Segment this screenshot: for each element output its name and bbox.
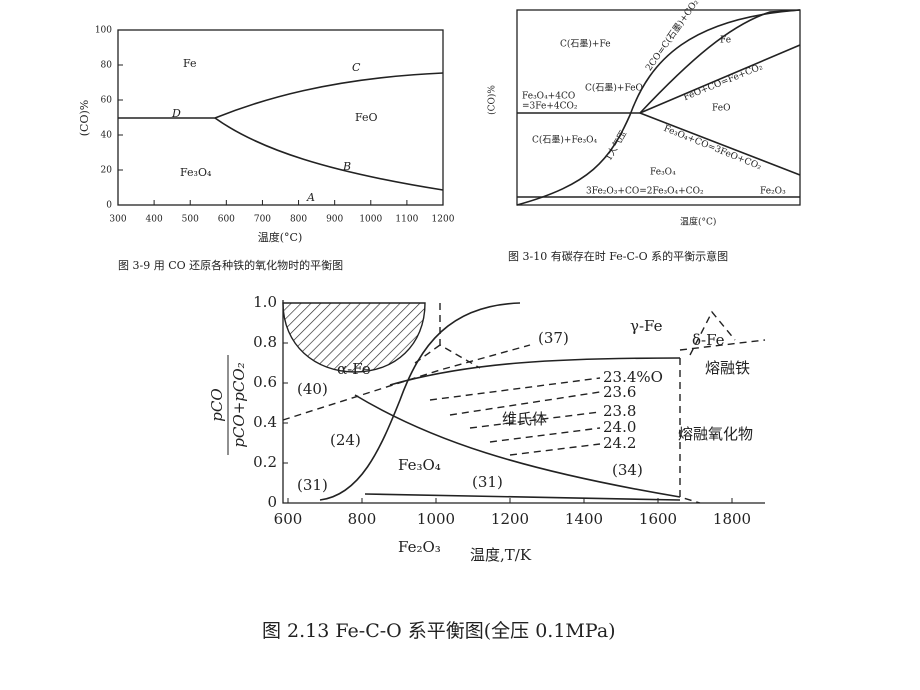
curve-label: 23.4%O xyxy=(603,368,663,386)
curve xyxy=(516,9,801,206)
curve-label: (34) xyxy=(612,461,643,479)
region-label: δ-Fe xyxy=(692,331,725,349)
curve-label: (31) xyxy=(297,476,328,494)
dashed-curve xyxy=(429,377,601,456)
axes-box xyxy=(516,9,801,206)
curve-label: A xyxy=(306,191,315,204)
figure-3: α-Fe γ-Fe δ-Fe 熔融铁 熔融氧化物 维氏体 Fe₃O₄ Fe₂O₃… xyxy=(208,300,766,642)
y-tick-label: 80 xyxy=(101,61,113,71)
y-axis-label: (CO)% xyxy=(78,100,91,136)
curve-label: (40) xyxy=(297,380,328,398)
curve xyxy=(118,72,444,119)
curve-label: (24) xyxy=(330,431,361,449)
dashed-curve xyxy=(414,303,481,369)
y-tick-label: 60 xyxy=(101,96,113,106)
figure-2: C(石墨)+Fe 2CO=C(石墨)+CO₂ Fe C(石墨)+FeO Fe₃O… xyxy=(487,0,801,263)
curve xyxy=(319,302,521,501)
curve xyxy=(364,493,681,501)
y-tick-label: 0.6 xyxy=(253,373,277,391)
y-tick-label: 1.0 xyxy=(253,293,277,311)
curve-label: B xyxy=(342,160,351,173)
y-tick-label: 0.8 xyxy=(253,333,277,351)
curve-label: (31) xyxy=(472,473,503,491)
figure-1: Fe FeO Fe₃O₄ C D B A (CO)% 温度(°C) 图 3-9 … xyxy=(78,29,444,272)
y-axis-label: (CO)% xyxy=(487,85,498,115)
alpha-fe-region xyxy=(282,302,426,373)
y-tick-label: 0 xyxy=(106,201,112,211)
curve-label: 2CO=C(石墨)+CO₂ xyxy=(643,0,701,73)
curve xyxy=(639,44,801,114)
region-label: Fe xyxy=(183,57,197,70)
region-label: Fe₂O₃ xyxy=(760,187,786,197)
curve-label: =3Fe+4CO₂ xyxy=(522,102,578,112)
curve-label: Fe₃O₄+4CO xyxy=(522,92,575,102)
dashed-curve xyxy=(679,310,766,356)
y-tick-label: 40 xyxy=(101,131,113,141)
y-tick-label: 0.2 xyxy=(253,453,277,471)
x-tick-label: 1600 xyxy=(639,510,677,528)
curve-label: 3Fe₂O₃+CO=2Fe₃O₄+CO₂ xyxy=(586,187,704,197)
x-axis-label: 温度(°C) xyxy=(258,230,303,244)
region-label: 熔融铁 xyxy=(705,359,750,377)
region-label: 熔融氧化物 xyxy=(678,425,753,443)
curve-label: D xyxy=(171,107,181,120)
region-label: FeO xyxy=(712,104,730,114)
curve-label: 23.8 xyxy=(603,402,636,420)
x-tick-label: 900 xyxy=(326,215,343,225)
caption: 图 2.13 Fe-C-O 系平衡图(全压 0.1MPa) xyxy=(262,620,616,642)
curve xyxy=(639,112,801,176)
y-axis-numerator: pCO xyxy=(208,388,226,421)
region-label: γ-Fe xyxy=(630,317,663,335)
dashed-curve xyxy=(679,358,701,504)
y-tick-label: 100 xyxy=(95,26,112,36)
x-tick-label: 1000 xyxy=(359,215,382,225)
curve-label: FeO+CO=Fe+CO₂ xyxy=(682,62,764,103)
y-axis-denominator: pCO+pCO₂ xyxy=(230,362,248,447)
curve-label: 24.2 xyxy=(603,434,636,452)
x-tick-label: 800 xyxy=(348,510,377,528)
curve-label: 1大气压 xyxy=(602,128,629,162)
curve-label: Fe₃O₄+CO=3FeO+CO₂ xyxy=(662,124,763,173)
region-label: α-Fe xyxy=(337,360,371,378)
caption: 图 3-10 有碳存在时 Fe-C-O 系的平衡示意图 xyxy=(508,249,728,263)
curve-label: 24.0 xyxy=(603,418,636,436)
region-label: Fe₃O₄ xyxy=(180,166,212,179)
region-label: C(石墨)+FeO xyxy=(585,83,643,94)
y-tick-label: 0.4 xyxy=(253,413,277,431)
y-tick-label: 0 xyxy=(267,493,277,511)
region-label: C(石墨)+Fe₃O₄ xyxy=(532,135,598,146)
caption: 图 3-9 用 CO 还原各种铁的氧化物时的平衡图 xyxy=(118,258,343,272)
x-tick-label: 1100 xyxy=(395,215,418,225)
x-tick-label: 1800 xyxy=(713,510,751,528)
y-tick-label: 20 xyxy=(101,166,113,176)
x-tick-label: 1400 xyxy=(565,510,603,528)
curve xyxy=(354,394,681,498)
dashed-curve xyxy=(282,344,531,421)
x-tick-label: 600 xyxy=(274,510,303,528)
x-tick-label: 800 xyxy=(290,215,307,225)
x-tick-label: 1200 xyxy=(432,215,455,225)
x-tick-label: 500 xyxy=(182,215,199,225)
region-label: Fe₃O₄ xyxy=(650,168,676,178)
region-label: 维氏体 xyxy=(502,410,547,428)
x-tick-label: 1200 xyxy=(491,510,529,528)
region-label: Fe xyxy=(720,36,731,46)
curve xyxy=(214,117,444,191)
x-tick-label: 300 xyxy=(109,215,126,225)
curve-label: (37) xyxy=(538,329,569,347)
x-tick-label: 700 xyxy=(254,215,271,225)
region-label: Fe₂O₃ xyxy=(398,538,441,556)
x-tick-label: 1000 xyxy=(417,510,455,528)
x-axis-label: 温度(°C) xyxy=(680,216,716,228)
x-tick-label: 400 xyxy=(146,215,163,225)
curve-label: 23.6 xyxy=(603,383,636,401)
curve-label: C xyxy=(352,61,361,74)
region-label: C(石墨)+Fe xyxy=(560,39,611,50)
region-label: Fe₃O₄ xyxy=(398,456,441,474)
region-label: FeO xyxy=(355,111,378,124)
curve xyxy=(389,357,681,386)
x-tick-label: 600 xyxy=(218,215,235,225)
x-axis-label: 温度,T/K xyxy=(470,546,532,564)
